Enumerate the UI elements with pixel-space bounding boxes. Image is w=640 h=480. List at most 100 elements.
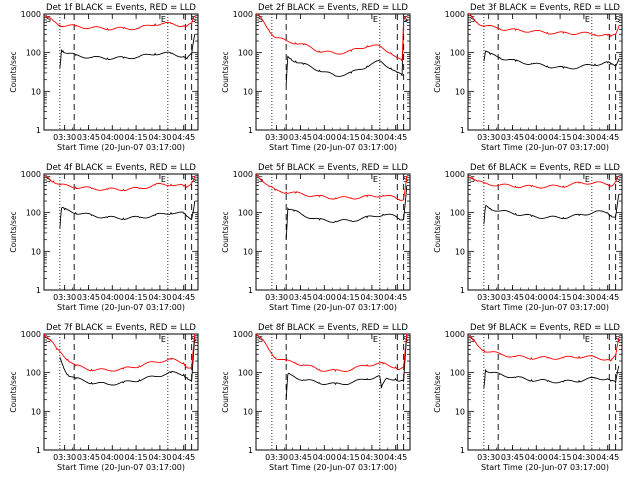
plot-frame <box>43 333 199 451</box>
panel-title: Det 2f BLACK = Events, RED = LLD <box>258 3 408 13</box>
x-tick-label: 04:30 <box>148 293 171 302</box>
y-axis-label: Counts/sec <box>221 211 230 252</box>
x-tick-label: 04:45 <box>596 453 619 462</box>
x-tick-label: 04:45 <box>172 293 195 302</box>
y-tick-label: 100 <box>26 49 41 58</box>
plot-frame <box>43 173 199 291</box>
x-tick-label: 04:15 <box>337 133 360 142</box>
x-tick-label: 03:30 <box>265 133 288 142</box>
y-tick-label: 1000 <box>445 330 465 339</box>
x-tick-label: 04:15 <box>125 293 148 302</box>
y-tick-label: 100 <box>26 209 41 218</box>
detector-panel-7: Det 7f BLACK = Events, RED = LLD 1 10 100 10… <box>9 323 199 472</box>
y-axis-label: Counts/sec <box>433 211 442 252</box>
x-tick-label: 03:45 <box>77 293 100 302</box>
events-series-line <box>483 50 620 70</box>
lld-series-line <box>255 333 408 373</box>
plot-frame <box>43 13 199 131</box>
y-tick-label: 1000 <box>233 10 253 19</box>
y-tick-label: 10 <box>31 247 41 256</box>
y-tick-label: 100 <box>238 49 253 58</box>
lld-series-line <box>43 174 196 192</box>
marker-e: E <box>373 15 378 24</box>
detector-panel-5: Det 5f BLACK = Events, RED = LLD 1 10 100 10… <box>221 163 411 312</box>
panel-title: Det 9f BLACK = Events, RED = LLD <box>470 323 620 333</box>
y-tick-label: 1000 <box>233 170 253 179</box>
x-tick-label: 03:30 <box>53 293 76 302</box>
x-tick-label: 03:45 <box>289 453 312 462</box>
events-series-line <box>59 200 196 229</box>
events-series-line <box>285 185 408 240</box>
lld-series-line <box>467 175 620 189</box>
y-tick-label: 10 <box>243 87 253 96</box>
y-tick-label: 10 <box>243 247 253 256</box>
events-series-line <box>59 34 196 69</box>
x-tick-label: 04:00 <box>525 293 548 302</box>
y-tick-label: 1000 <box>21 10 41 19</box>
y-tick-label: 10 <box>31 407 41 416</box>
marker-s-right: S <box>615 175 620 184</box>
plot-frame <box>255 13 411 131</box>
marker-e: E <box>373 175 378 184</box>
lld-series-line <box>467 12 620 38</box>
x-tick-label: 04:30 <box>360 293 383 302</box>
x-tick-label: 03:45 <box>289 293 312 302</box>
x-tick-label: 03:45 <box>289 133 312 142</box>
x-tick-label: 04:15 <box>125 453 148 462</box>
y-axis-label: Counts/sec <box>9 371 18 412</box>
marker-e: E <box>585 15 590 24</box>
lld-series-line <box>255 173 408 201</box>
y-tick-label: 100 <box>450 49 465 58</box>
panel-title: Det 8f BLACK = Events, RED = LLD <box>258 323 408 333</box>
y-tick-label: 1000 <box>21 330 41 339</box>
y-tick-label: 10 <box>455 407 465 416</box>
x-tick-label: 04:00 <box>101 293 124 302</box>
x-tick-label: 04:30 <box>572 133 595 142</box>
x-tick-label: 04:45 <box>172 133 195 142</box>
marker-e: E <box>161 175 166 184</box>
x-tick-label: 03:45 <box>501 133 524 142</box>
x-tick-label: 04:15 <box>549 453 572 462</box>
x-tick-label: 03:45 <box>77 453 100 462</box>
x-tick-label: 04:15 <box>337 453 360 462</box>
x-tick-label: 04:30 <box>572 293 595 302</box>
marker-s-right: S <box>191 335 196 344</box>
y-tick-label: 10 <box>455 87 465 96</box>
marker-s-left: S <box>470 15 475 24</box>
x-axis-label: Start Time (20-Jun-07 03:17:00) <box>57 303 185 312</box>
lld-series-line <box>43 333 196 372</box>
y-tick-label: 1 <box>36 446 41 455</box>
x-tick-label: 04:30 <box>572 453 595 462</box>
x-tick-label: 04:00 <box>525 453 548 462</box>
y-tick-label: 1 <box>248 126 253 135</box>
marker-s-right: S <box>615 335 620 344</box>
marker-e: E <box>373 335 378 344</box>
marker-s-left: S <box>46 175 51 184</box>
lld-series-line <box>467 335 620 362</box>
y-axis-label: Counts/sec <box>221 371 230 412</box>
y-tick-label: 1 <box>460 446 465 455</box>
x-tick-label: 04:45 <box>172 453 195 462</box>
x-tick-label: 04:15 <box>125 133 148 142</box>
marker-s-right: S <box>191 15 196 24</box>
marker-s-left: S <box>258 15 263 24</box>
y-tick-label: 1000 <box>21 170 41 179</box>
marker-s-left: S <box>470 175 475 184</box>
y-tick-label: 1 <box>36 126 41 135</box>
y-tick-label: 100 <box>238 369 253 378</box>
x-tick-label: 03:45 <box>77 133 100 142</box>
panel-title: Det 7f BLACK = Events, RED = LLD <box>46 323 196 333</box>
y-tick-label: 1000 <box>445 170 465 179</box>
x-tick-label: 04:15 <box>549 133 572 142</box>
marker-e: E <box>585 175 590 184</box>
marker-s-left: S <box>46 335 51 344</box>
x-tick-label: 04:00 <box>313 453 336 462</box>
panel-title: Det 6f BLACK = Events, RED = LLD <box>470 163 620 173</box>
marker-e: E <box>585 335 590 344</box>
lld-series-line <box>43 15 196 31</box>
x-tick-label: 04:45 <box>384 133 407 142</box>
x-tick-label: 04:30 <box>360 453 383 462</box>
x-tick-label: 03:30 <box>53 133 76 142</box>
y-tick-label: 100 <box>26 369 41 378</box>
